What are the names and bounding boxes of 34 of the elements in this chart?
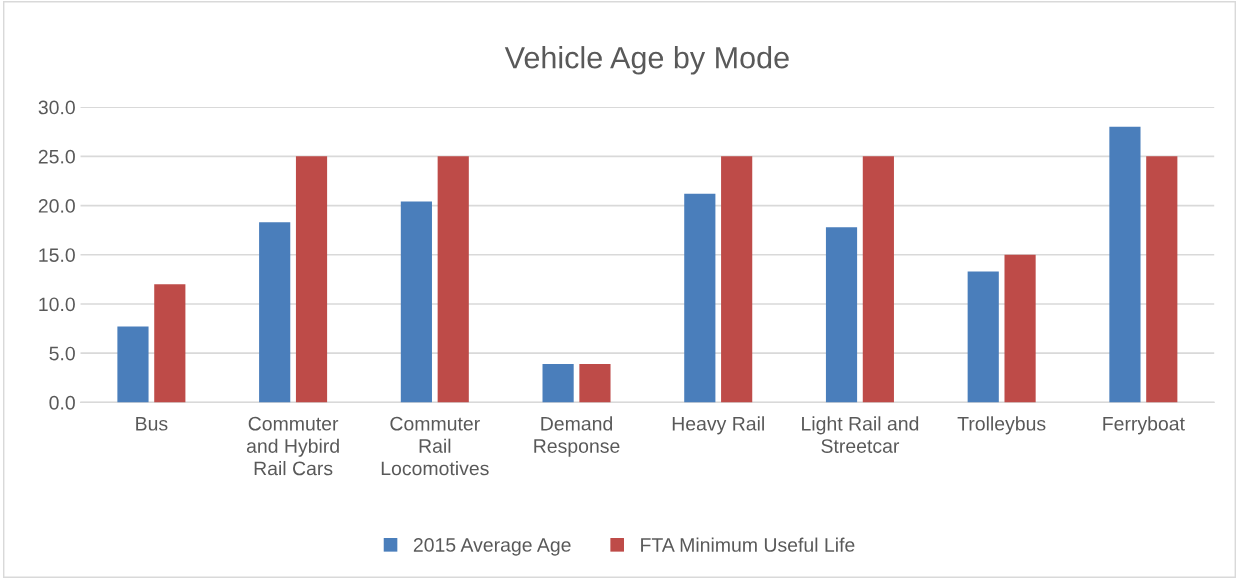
bar	[1004, 254, 1036, 403]
y-tick-label: 10.0	[39, 297, 75, 312]
bar	[259, 222, 291, 403]
x-tick-label: Trolleybus	[957, 416, 1046, 435]
bar	[721, 156, 753, 403]
x-tick-label: Commuter and Hybird Rail Cars	[246, 416, 339, 476]
y-tick-label: 5.0	[49, 346, 75, 361]
chart-title: Vehicle Age by Mode	[504, 46, 789, 75]
bar	[154, 284, 186, 403]
y-tick-label: 15.0	[39, 248, 75, 262]
bar	[1109, 126, 1141, 403]
bar	[825, 227, 858, 403]
bar	[117, 326, 149, 403]
bar	[967, 271, 999, 403]
y-tick-label: 0.0	[49, 395, 75, 410]
bar	[437, 156, 469, 403]
legend-label: FTA Minimum Useful Life	[641, 537, 855, 552]
x-tick-label: Demand Response	[534, 416, 620, 457]
y-tick-label: 30.0	[38, 100, 75, 115]
bar	[862, 156, 894, 403]
x-tick-label: Bus	[136, 417, 168, 431]
bar	[579, 364, 611, 403]
bar	[1146, 156, 1178, 403]
y-tick-label: 20.0	[38, 199, 75, 213]
x-tick-label: Light Rail and Streetcar	[802, 416, 919, 453]
bar	[400, 201, 432, 403]
bar	[542, 364, 574, 403]
bar	[295, 156, 328, 403]
y-tick-label: 25.0	[38, 149, 75, 164]
x-tick-label: Heavy Rail	[672, 416, 764, 435]
bar	[684, 193, 716, 403]
x-tick-label: Commuter Rail Locomotives	[381, 416, 489, 476]
legend-label: 2015 Average Age	[413, 538, 571, 556]
x-tick-label: Ferryboat	[1103, 416, 1185, 435]
